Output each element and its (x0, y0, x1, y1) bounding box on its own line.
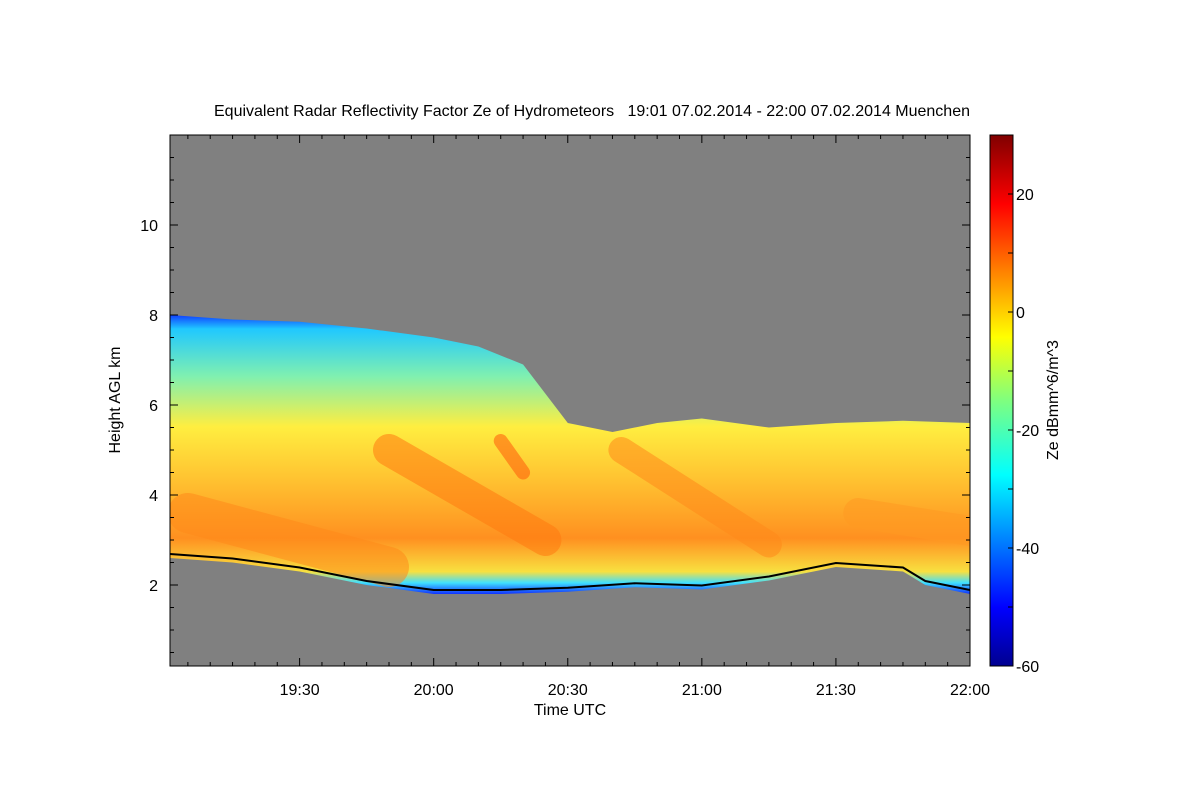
reflectivity-streak (843, 498, 970, 546)
reflectivity-streak (493, 434, 531, 480)
x-tick-label: 19:30 (280, 682, 320, 699)
colorbar-tick-label: -60 (1016, 659, 1039, 676)
colorbar-label: Ze dBmm^6/m^3 (1045, 340, 1062, 460)
colorbar-tick-label: -20 (1016, 423, 1039, 440)
chart-title: Equivalent Radar Reflectivity Factor Ze … (214, 103, 970, 120)
y-tick-label: 6 (149, 398, 158, 415)
colorbar-tick-label: 0 (1016, 305, 1025, 322)
y-tick-label: 4 (149, 488, 158, 505)
x-tick-label: 21:30 (816, 682, 856, 699)
colorbar-axis: -60 -40 -20 0 20 (1008, 134, 1039, 676)
x-tick-label: 21:00 (682, 682, 722, 699)
x-axis: 19:30 20:00 20:30 21:00 21:30 22:00 (187, 135, 990, 699)
y-tick-label: 2 (149, 578, 158, 595)
colorbar-tick-label: 20 (1016, 187, 1034, 204)
y-axis-label: Height AGL km (107, 346, 124, 453)
y-tick-label: 8 (149, 308, 158, 325)
reflectivity-streak (608, 437, 782, 558)
colorbar (989, 134, 1014, 667)
x-axis-label: Time UTC (534, 702, 606, 719)
y-tick-label: 10 (140, 218, 158, 235)
cloud-echo-region (170, 315, 970, 594)
x-tick-label: 20:00 (414, 682, 454, 699)
x-tick-label: 20:30 (548, 682, 588, 699)
plot-frame (169, 134, 971, 667)
x-tick-label: 22:00 (950, 682, 990, 699)
cloud-base-line (170, 553, 970, 591)
reflectivity-streak (372, 434, 562, 556)
y-axis: 2 4 6 8 10 (140, 134, 970, 653)
reflectivity-streak (170, 493, 409, 587)
reflectivity-field (170, 315, 970, 594)
colorbar-tick-label: -40 (1016, 541, 1039, 558)
